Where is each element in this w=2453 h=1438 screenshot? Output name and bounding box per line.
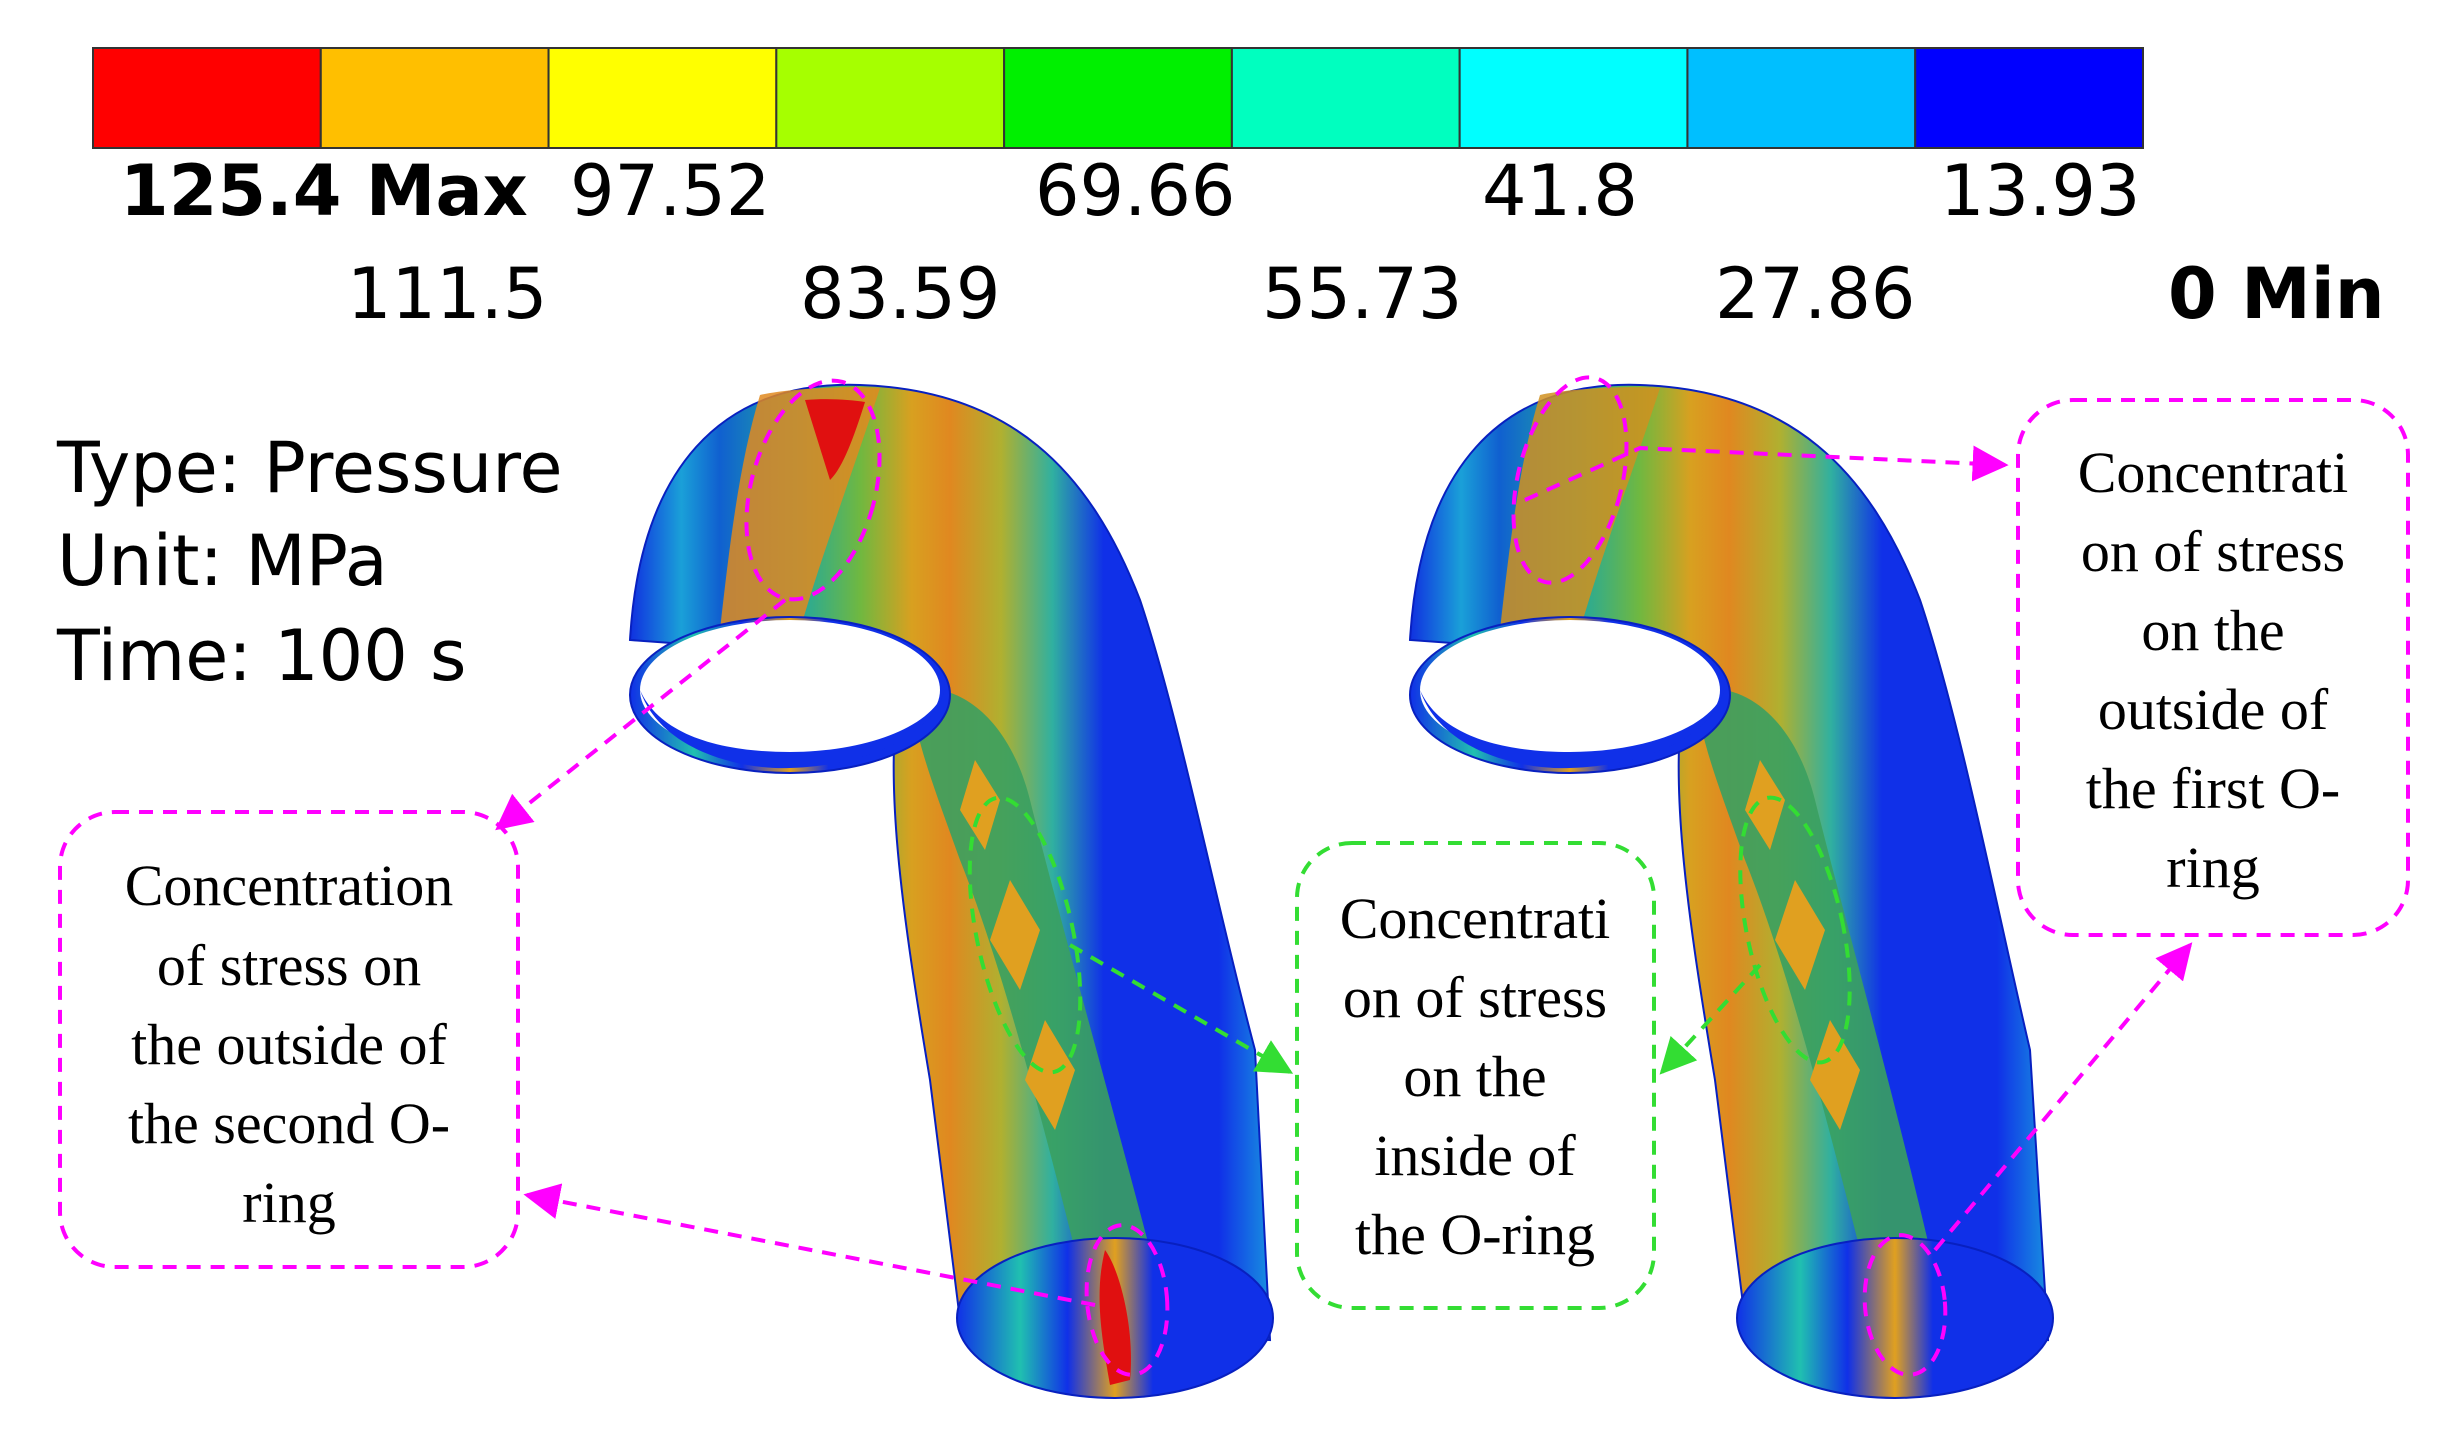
legend-label-top: 69.66 bbox=[1035, 150, 1235, 232]
callout-box-second-oring bbox=[58, 810, 520, 1269]
callout-line: Concentrati bbox=[2078, 440, 2349, 505]
legend-label-min: 0 Min bbox=[2168, 253, 2385, 335]
arrow-left-top bbox=[495, 598, 787, 831]
legend-swatch bbox=[1914, 47, 2144, 149]
callout-line: the outside of bbox=[131, 1012, 447, 1077]
oring-model-right bbox=[1408, 383, 2054, 1399]
legend-label-top: 97.52 bbox=[570, 150, 770, 232]
arrow-right-bottom bbox=[1933, 942, 2193, 1252]
arrow-left-bottom bbox=[523, 1183, 1096, 1307]
legend-swatch bbox=[319, 47, 550, 149]
callout-line: on the bbox=[2141, 598, 2284, 663]
callout-line: of stress on bbox=[157, 933, 421, 998]
callout-line: on of stress bbox=[2081, 519, 2345, 584]
arrow-inside-right bbox=[1659, 963, 1762, 1075]
info-type: Type: Pressure bbox=[56, 427, 563, 509]
callout-text-inside-oring: Concentrati on of stress on the inside o… bbox=[1340, 886, 1611, 1267]
legend-swatch bbox=[92, 47, 322, 149]
legend-label-top: 13.93 bbox=[1940, 150, 2140, 232]
callout-line: outside of bbox=[2098, 677, 2329, 742]
oring-model-left bbox=[628, 383, 1274, 1399]
callout-line: the O-ring bbox=[1355, 1202, 1595, 1267]
info-unit: Unit: MPa bbox=[57, 520, 388, 602]
info-time: Time: 100 s bbox=[56, 615, 466, 697]
callout-line: ring bbox=[242, 1170, 335, 1235]
legend-swatch bbox=[1003, 47, 1233, 149]
legend-swatch bbox=[1458, 47, 1689, 149]
callout-line: on of stress bbox=[1343, 965, 1607, 1030]
callout-arrows bbox=[495, 445, 2193, 1307]
legend-label-max: 125.4 Max bbox=[120, 150, 528, 232]
callout-line: ring bbox=[2166, 835, 2259, 900]
callout-line: Concentrati bbox=[1340, 886, 1611, 951]
legend-label-top: 41.8 bbox=[1482, 150, 1638, 232]
legend-label-bottom: 111.5 bbox=[347, 253, 547, 335]
legend-swatch bbox=[1686, 47, 1917, 149]
color-legend-bar bbox=[92, 47, 2144, 149]
legend-swatch bbox=[775, 47, 1006, 149]
legend-label-bottom: 83.59 bbox=[800, 253, 1000, 335]
arrow-right-top bbox=[1524, 445, 2009, 502]
highlight-right-bottom bbox=[1862, 1233, 1948, 1377]
arrow-inside-left bbox=[1069, 943, 1294, 1074]
highlight-ellipses bbox=[744, 375, 1948, 1377]
callout-text-first-oring: Concentrati on of stress on the outside … bbox=[2078, 440, 2349, 900]
callout-text-second-oring: Concentration of stress on the outside o… bbox=[125, 853, 454, 1235]
highlight-left-inner bbox=[967, 795, 1083, 1075]
legend-label-bottom: 27.86 bbox=[1715, 253, 1915, 335]
highlight-right-inner bbox=[1738, 795, 1852, 1065]
callout-line: the first O- bbox=[2086, 756, 2341, 821]
callout-box-inside-oring bbox=[1295, 841, 1656, 1310]
legend-swatch bbox=[1230, 47, 1461, 149]
legend-label-bottom: 55.73 bbox=[1262, 253, 1462, 335]
callout-line: inside of bbox=[1374, 1123, 1576, 1188]
highlight-right-top bbox=[1511, 375, 1629, 585]
callout-line: on the bbox=[1403, 1044, 1546, 1109]
highlight-left-top bbox=[744, 378, 882, 602]
callout-box-first-oring bbox=[2016, 398, 2410, 937]
callout-line: the second O- bbox=[128, 1091, 450, 1156]
callout-line: Concentration bbox=[125, 853, 454, 918]
legend-swatch bbox=[547, 47, 778, 149]
highlight-left-bottom bbox=[1084, 1223, 1170, 1377]
